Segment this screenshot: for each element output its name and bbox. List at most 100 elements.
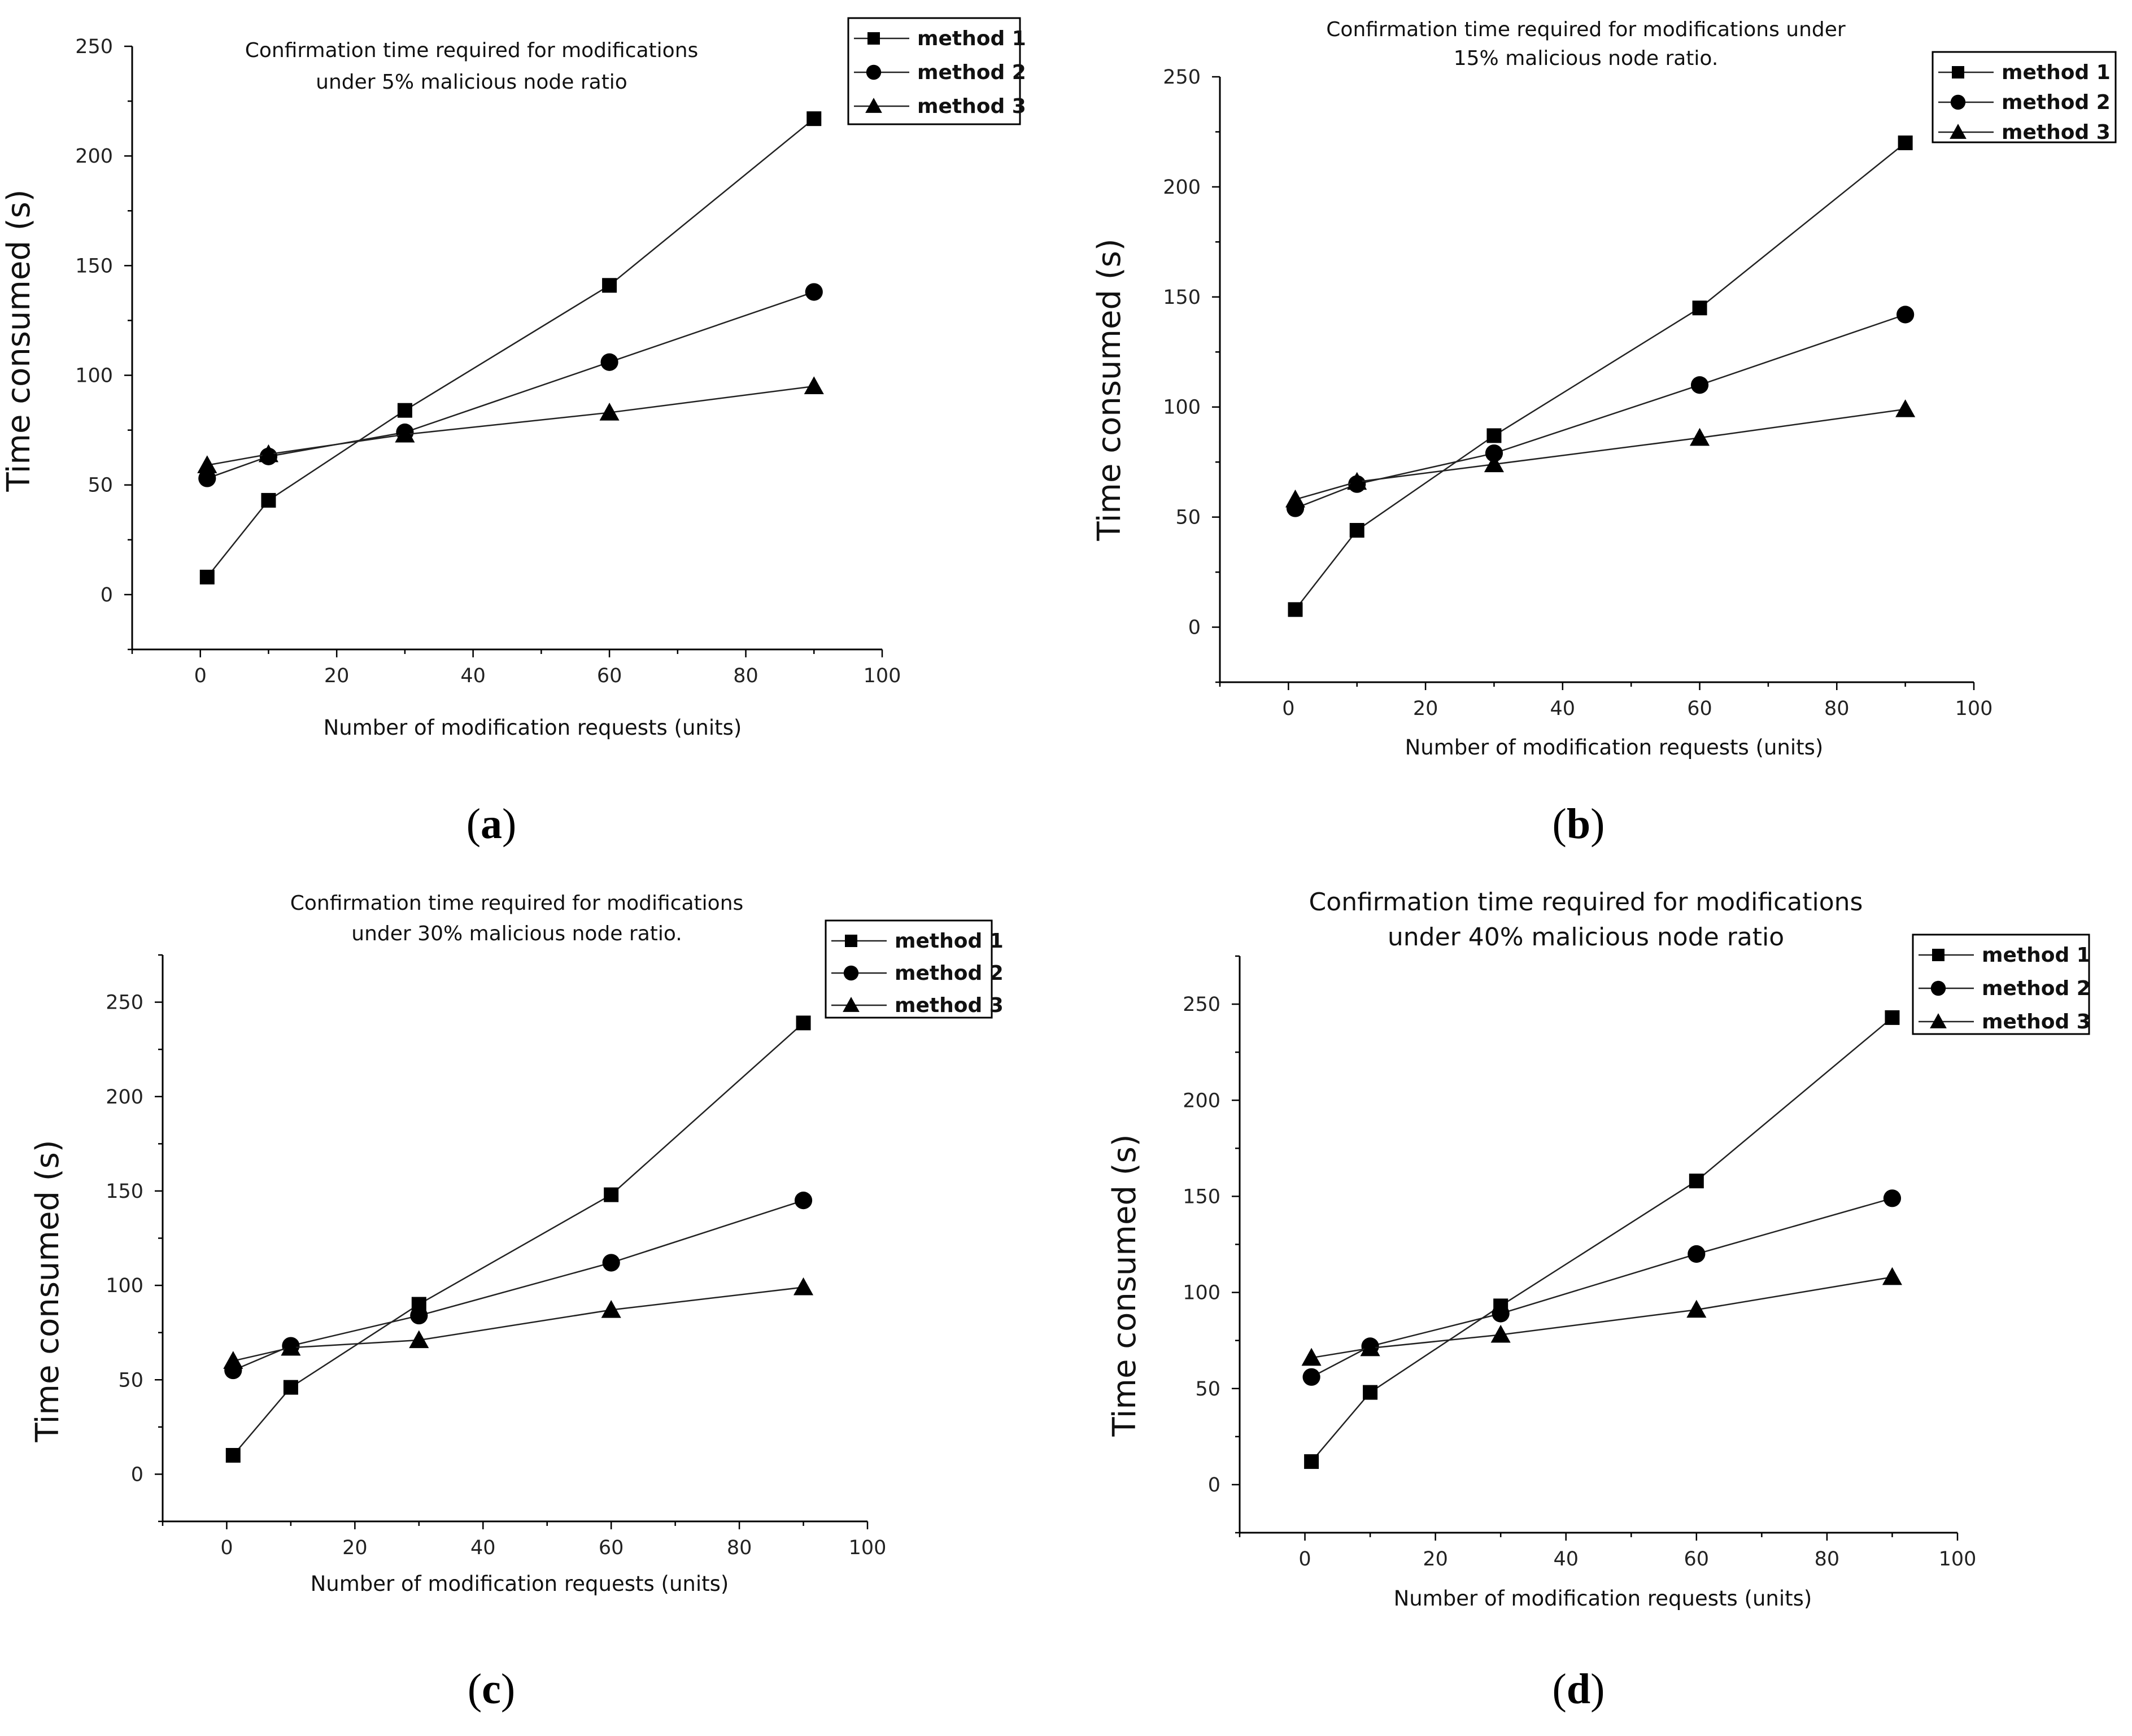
caption-open-paren: ( bbox=[1553, 800, 1567, 848]
x-tick-label: 60 bbox=[597, 665, 622, 687]
y-tick-label: 150 bbox=[1163, 286, 1201, 309]
legend-label-method-2: method 2 bbox=[895, 962, 1004, 985]
legend-marker-method-2 bbox=[1950, 94, 1966, 110]
data-point-method-3 bbox=[1301, 1347, 1322, 1366]
data-point-method-1 bbox=[1363, 1385, 1378, 1400]
data-point-method-3 bbox=[258, 444, 279, 463]
y-tick-label: 200 bbox=[1183, 1089, 1220, 1112]
data-point-method-1 bbox=[1288, 602, 1303, 617]
data-point-method-1 bbox=[1689, 1174, 1704, 1189]
data-point-method-1 bbox=[225, 1447, 241, 1463]
chart-title-line-2: under 30% malicious node ratio. bbox=[351, 922, 682, 945]
legend-label-method-3: method 3 bbox=[1982, 1010, 2091, 1033]
data-point-method-3 bbox=[601, 1299, 621, 1318]
data-point-method-3 bbox=[197, 455, 217, 473]
y-tick-label: 250 bbox=[1163, 66, 1201, 89]
chart-panel-b: 0 20 40 60 80 100 0 50 100 150 200 250 Confirmation … bbox=[1091, 18, 2117, 848]
y-axis-label: Time consumed (s) bbox=[1091, 238, 1128, 541]
chart-title-line-1: Confirmation time required for modificat… bbox=[290, 892, 744, 915]
legend-label-method-1: method 1 bbox=[2002, 61, 2111, 84]
x-tick-label: 60 bbox=[1684, 1548, 1710, 1571]
legend-marker-method-3 bbox=[865, 98, 882, 113]
y-tick-label: 200 bbox=[75, 145, 113, 168]
y-tick-label: 200 bbox=[106, 1086, 143, 1109]
data-point-method-1 bbox=[1898, 135, 1913, 150]
legend-label-method-1: method 1 bbox=[895, 930, 1004, 953]
chart-panel-a: 0 20 40 60 80 100 0 50 100 150 200 250 Confirmation … bbox=[1, 17, 1026, 848]
y-tick-label: 0 bbox=[131, 1463, 143, 1486]
x-tick-label: 0 bbox=[220, 1537, 233, 1559]
y-tick-label: 250 bbox=[106, 992, 143, 1014]
y-tick-label: 250 bbox=[75, 36, 113, 58]
x-tick-label: 40 bbox=[460, 665, 486, 687]
x-tick-label: 60 bbox=[1687, 697, 1712, 720]
data-point-method-3 bbox=[1347, 472, 1367, 490]
data-point-method-2 bbox=[1688, 1245, 1706, 1263]
y-axis-label: Time consumed (s) bbox=[1, 189, 37, 492]
caption-letter: c bbox=[482, 1665, 501, 1713]
data-point-method-2 bbox=[1492, 1305, 1510, 1323]
data-point-method-2 bbox=[1896, 306, 1915, 324]
x-tick-label: 40 bbox=[470, 1537, 496, 1559]
x-tick-label: 0 bbox=[1282, 697, 1294, 720]
legend-label-method-3: method 3 bbox=[895, 994, 1004, 1017]
y-tick-label: 0 bbox=[1208, 1474, 1220, 1497]
caption-open-paren: ( bbox=[468, 1665, 482, 1713]
legend: method 1 method 2 method 3 bbox=[1912, 934, 2091, 1035]
data-point-method-3 bbox=[1285, 489, 1306, 508]
data-point-method-3 bbox=[1686, 1299, 1707, 1318]
y-tick-label: 0 bbox=[101, 584, 113, 607]
y-tick-label: 150 bbox=[1183, 1185, 1220, 1208]
data-point-method-1 bbox=[1486, 428, 1502, 443]
data-point-method-3 bbox=[1490, 1324, 1511, 1343]
x-tick-label: 100 bbox=[1955, 697, 1993, 720]
data-point-method-1 bbox=[1304, 1454, 1319, 1469]
y-axis-label: Time consumed (s) bbox=[29, 1140, 66, 1442]
data-point-method-2 bbox=[198, 469, 216, 487]
panel-caption: (d) bbox=[1553, 1665, 1605, 1713]
data-point-method-1 bbox=[199, 569, 215, 585]
x-axis-label: Number of modification requests (units) bbox=[1394, 1586, 1812, 1611]
panel-caption: (b) bbox=[1553, 800, 1605, 848]
data-point-method-3 bbox=[793, 1277, 814, 1296]
caption-close-paren: ) bbox=[1590, 800, 1605, 848]
y-tick-label: 100 bbox=[106, 1275, 143, 1297]
legend-marker-method-1 bbox=[1952, 66, 1964, 78]
y-tick-label: 50 bbox=[1195, 1378, 1220, 1401]
caption-letter: d bbox=[1567, 1665, 1590, 1713]
y-tick-label: 100 bbox=[1163, 396, 1201, 419]
legend-marker-method-3 bbox=[1930, 1013, 1947, 1028]
y-tick-label: 150 bbox=[75, 255, 113, 277]
chart-title-line-2: under 5% malicious node ratio bbox=[316, 71, 627, 94]
y-tick-label: 250 bbox=[1183, 993, 1220, 1016]
chart-title-line-2: 15% malicious node ratio. bbox=[1454, 47, 1719, 70]
x-tick-label: 0 bbox=[1298, 1548, 1311, 1571]
x-tick-label: 80 bbox=[733, 665, 758, 687]
legend-marker-method-3 bbox=[1950, 124, 1967, 139]
data-point-method-2 bbox=[805, 283, 823, 301]
legend-label-method-2: method 2 bbox=[2002, 91, 2111, 114]
data-point-method-1 bbox=[1692, 300, 1707, 316]
legend-label-method-3: method 3 bbox=[917, 95, 1026, 118]
data-point-method-3 bbox=[409, 1330, 429, 1349]
data-point-method-2 bbox=[1302, 1368, 1320, 1386]
data-point-method-3 bbox=[1895, 399, 1916, 417]
x-tick-label: 80 bbox=[727, 1537, 752, 1559]
caption-letter: a bbox=[481, 800, 502, 848]
data-point-method-3 bbox=[599, 403, 620, 421]
legend-label-method-1: method 1 bbox=[917, 27, 1026, 50]
panel-caption: (a) bbox=[466, 800, 517, 848]
x-tick-label: 40 bbox=[1553, 1548, 1579, 1571]
legend: method 1 method 2 method 3 bbox=[847, 17, 1026, 125]
data-point-method-3 bbox=[1484, 454, 1505, 473]
chart-panel-d: 0 20 40 60 80 100 0 50 100 150 200 250 Confirmation … bbox=[1106, 888, 2091, 1713]
x-tick-label: 20 bbox=[1423, 1548, 1448, 1571]
y-axis-label: Time consumed (s) bbox=[1106, 1134, 1143, 1437]
y-tick-label: 50 bbox=[1175, 507, 1201, 529]
y-tick-label: 50 bbox=[88, 474, 113, 497]
legend-marker-method-2 bbox=[1930, 980, 1946, 996]
data-point-method-2 bbox=[1690, 376, 1709, 394]
chart-title-line-1: Confirmation time required for modificat… bbox=[245, 39, 699, 62]
data-point-method-3 bbox=[223, 1351, 243, 1369]
